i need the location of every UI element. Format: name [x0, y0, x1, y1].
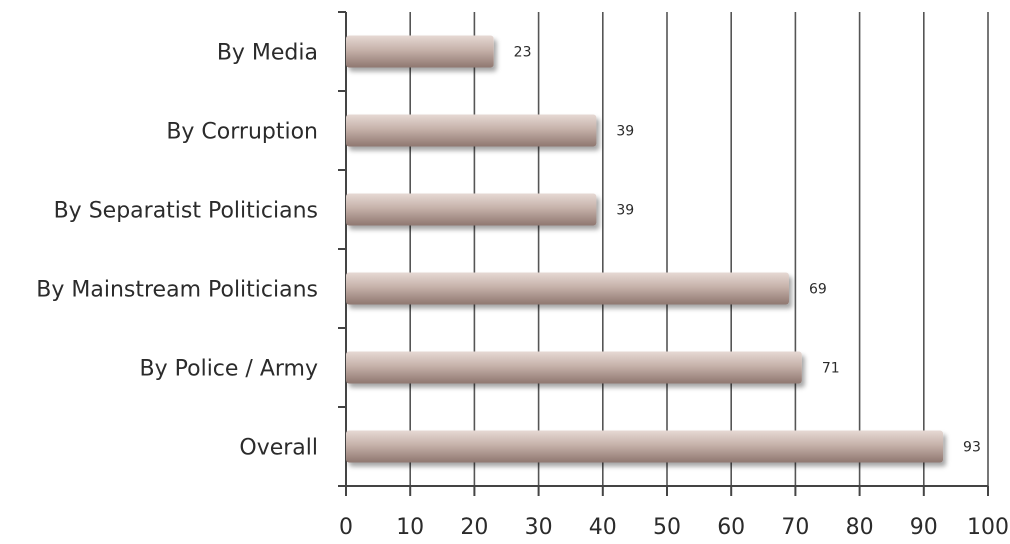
x-tick-label-40: 40	[589, 515, 617, 540]
x-tick-label-70: 70	[781, 515, 809, 540]
data-label: 39	[616, 203, 634, 219]
bars	[346, 35, 944, 463]
category-label: By Separatist Politicians	[54, 199, 318, 224]
x-tick-label-0: 0	[339, 515, 353, 540]
axes	[338, 11, 989, 496]
category-label: Overall	[239, 436, 318, 461]
bar-by-corruption	[346, 114, 597, 147]
bar-by-separatist-politicians	[346, 193, 597, 226]
x-tick-label-10: 10	[396, 515, 424, 540]
x-tick-label-100: 100	[967, 515, 1009, 540]
x-tick-label-90: 90	[910, 515, 938, 540]
category-label: By Corruption	[166, 120, 318, 145]
x-tick-label-60: 60	[717, 515, 745, 540]
x-tick-label-50: 50	[653, 515, 681, 540]
data-label: 93	[963, 440, 981, 456]
data-label: 39	[616, 124, 634, 140]
data-label: 23	[514, 45, 532, 61]
bar-by-police-army	[346, 351, 802, 384]
bar-overall	[346, 430, 944, 463]
x-tick-label-80: 80	[846, 515, 874, 540]
category-label: By Mainstream Politicians	[36, 278, 318, 303]
category-label: By Media	[217, 41, 318, 66]
x-tick-label-20: 20	[460, 515, 488, 540]
gridlines	[409, 12, 989, 486]
category-label: By Police / Army	[140, 357, 318, 382]
bar-by-mainstream-politicians	[346, 272, 789, 305]
x-tick-label-30: 30	[525, 515, 553, 540]
data-label: 71	[822, 361, 840, 377]
bar-by-media	[346, 35, 494, 68]
data-label: 69	[809, 282, 827, 298]
labels: 0 10 20 30 40 50 60 70 80 90 100 By Media 23 By Corru…	[36, 41, 1009, 541]
